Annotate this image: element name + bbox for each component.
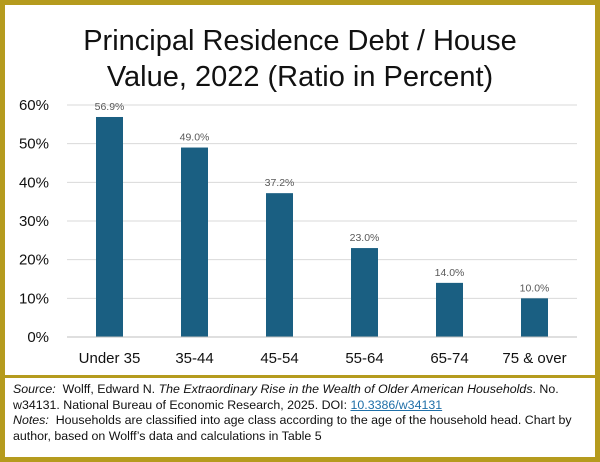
- bar: [351, 248, 378, 337]
- chart-panel: Principal Residence Debt / House Value, …: [5, 5, 595, 375]
- bar-chart: 0% 10% 20% 30% 40% 50% 60% 56.9% Under 35 49.0% 35…: [19, 97, 577, 367]
- x-tick-label: 55-64: [345, 350, 383, 367]
- y-tick-label: 30%: [19, 213, 49, 230]
- notes-label: Notes:: [13, 413, 49, 428]
- source-book-title: The Extraordinary Rise in the Wealth of …: [158, 382, 533, 396]
- y-tick-label: 50%: [19, 136, 49, 153]
- chart-title: Principal Residence Debt / House Value, …: [5, 23, 595, 95]
- source-block: Source: Wolff, Edward N. The Extraordina…: [13, 382, 588, 444]
- x-tick-label: Under 35: [79, 350, 141, 367]
- bar: [181, 147, 208, 337]
- bar: [521, 298, 548, 337]
- notes: Notes: Households are classified into ag…: [13, 413, 588, 444]
- source-citation: Source: Wolff, Edward N. The Extraordina…: [13, 382, 588, 413]
- y-tick-label: 0%: [27, 329, 49, 346]
- x-tick-label: 65-74: [430, 350, 468, 367]
- source-author: Wolff, Edward N.: [62, 382, 156, 396]
- y-tick-label: 60%: [19, 97, 49, 114]
- data-label: 14.0%: [435, 267, 465, 279]
- data-label: 56.9%: [95, 101, 125, 113]
- chart-title-line-2: Value, 2022 (Ratio in Percent): [106, 61, 494, 93]
- bar: [266, 193, 293, 337]
- divider: [5, 375, 595, 378]
- y-tick-label: 10%: [19, 290, 49, 307]
- x-tick-label: 45-54: [260, 350, 298, 367]
- data-label: 23.0%: [350, 232, 380, 244]
- y-tick-label: 20%: [19, 252, 49, 269]
- bar: [96, 116, 123, 337]
- y-tick-label: 40%: [19, 174, 49, 191]
- source-rest: . No. w34131. National Bureau of Economi…: [13, 382, 559, 412]
- bar: [436, 282, 463, 337]
- data-label: 10.0%: [520, 282, 550, 294]
- x-tick-label: 75 & over: [502, 350, 566, 367]
- source-label: Source:: [13, 382, 56, 396]
- data-label: 49.0%: [180, 132, 210, 144]
- x-tick-label: 35-44: [175, 350, 213, 367]
- doi-link[interactable]: 10.3386/w34131: [350, 397, 443, 412]
- data-label: 37.2%: [265, 177, 295, 189]
- notes-text: Households are classified into age class…: [13, 413, 572, 443]
- chart-title-line-1: Principal Residence Debt / House: [83, 25, 517, 57]
